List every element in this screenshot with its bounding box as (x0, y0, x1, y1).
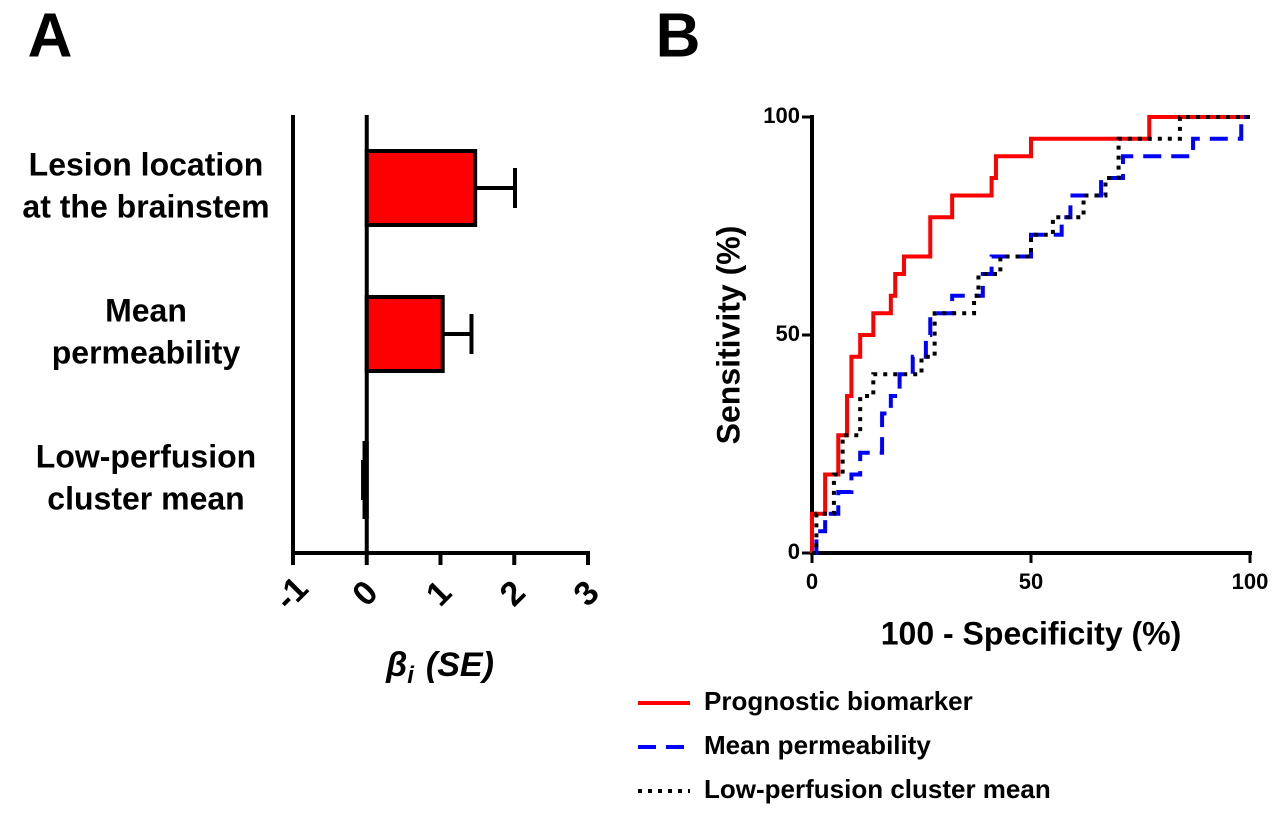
roc-line (812, 115, 1250, 555)
x-axis-label: βi (SE) (385, 646, 494, 689)
y-tick-label: permeability (52, 334, 241, 370)
panel-label: B (656, 1, 701, 70)
legend-label: Prognostic biomarker (704, 686, 973, 716)
panel-label: A (28, 1, 73, 70)
bar (362, 441, 369, 519)
x-tick-label: 0 (345, 573, 385, 613)
x-tick-label: 50 (1019, 569, 1043, 594)
x-tick-label: 2 (493, 573, 533, 613)
y-tick-label: 0 (788, 539, 800, 564)
y-tick-label: Low-perfusion (36, 438, 256, 474)
x-axis-label-part: β (385, 646, 407, 684)
bar (364, 149, 478, 227)
bar (364, 295, 445, 373)
x-tick-label: 3 (566, 573, 606, 613)
x-tick-label: 1 (419, 573, 459, 613)
legend-label: Low-perfusion cluster mean (704, 774, 1051, 804)
x-tick-label: -1 (267, 569, 315, 617)
y-tick-label: 100 (763, 103, 800, 128)
x-axis-label: 100 - Specificity (%) (881, 615, 1182, 651)
y-tick-label: cluster mean (47, 480, 244, 516)
roc-line (812, 115, 1250, 555)
x-tick-label: 100 (1232, 569, 1269, 594)
y-axis-label: Sensitivity (%) (710, 226, 746, 445)
y-tick-label: 50 (776, 321, 800, 346)
roc-line (810, 115, 1250, 553)
legend-label: Mean permeability (704, 730, 931, 760)
y-tick-label: Lesion location (29, 146, 264, 182)
y-tick-label: at the brainstem (22, 188, 269, 224)
x-axis-label-part: (SE) (426, 646, 494, 684)
x-axis-label-part: i (407, 662, 415, 689)
x-tick-label: 0 (806, 569, 818, 594)
y-tick-label: Mean (105, 292, 187, 328)
